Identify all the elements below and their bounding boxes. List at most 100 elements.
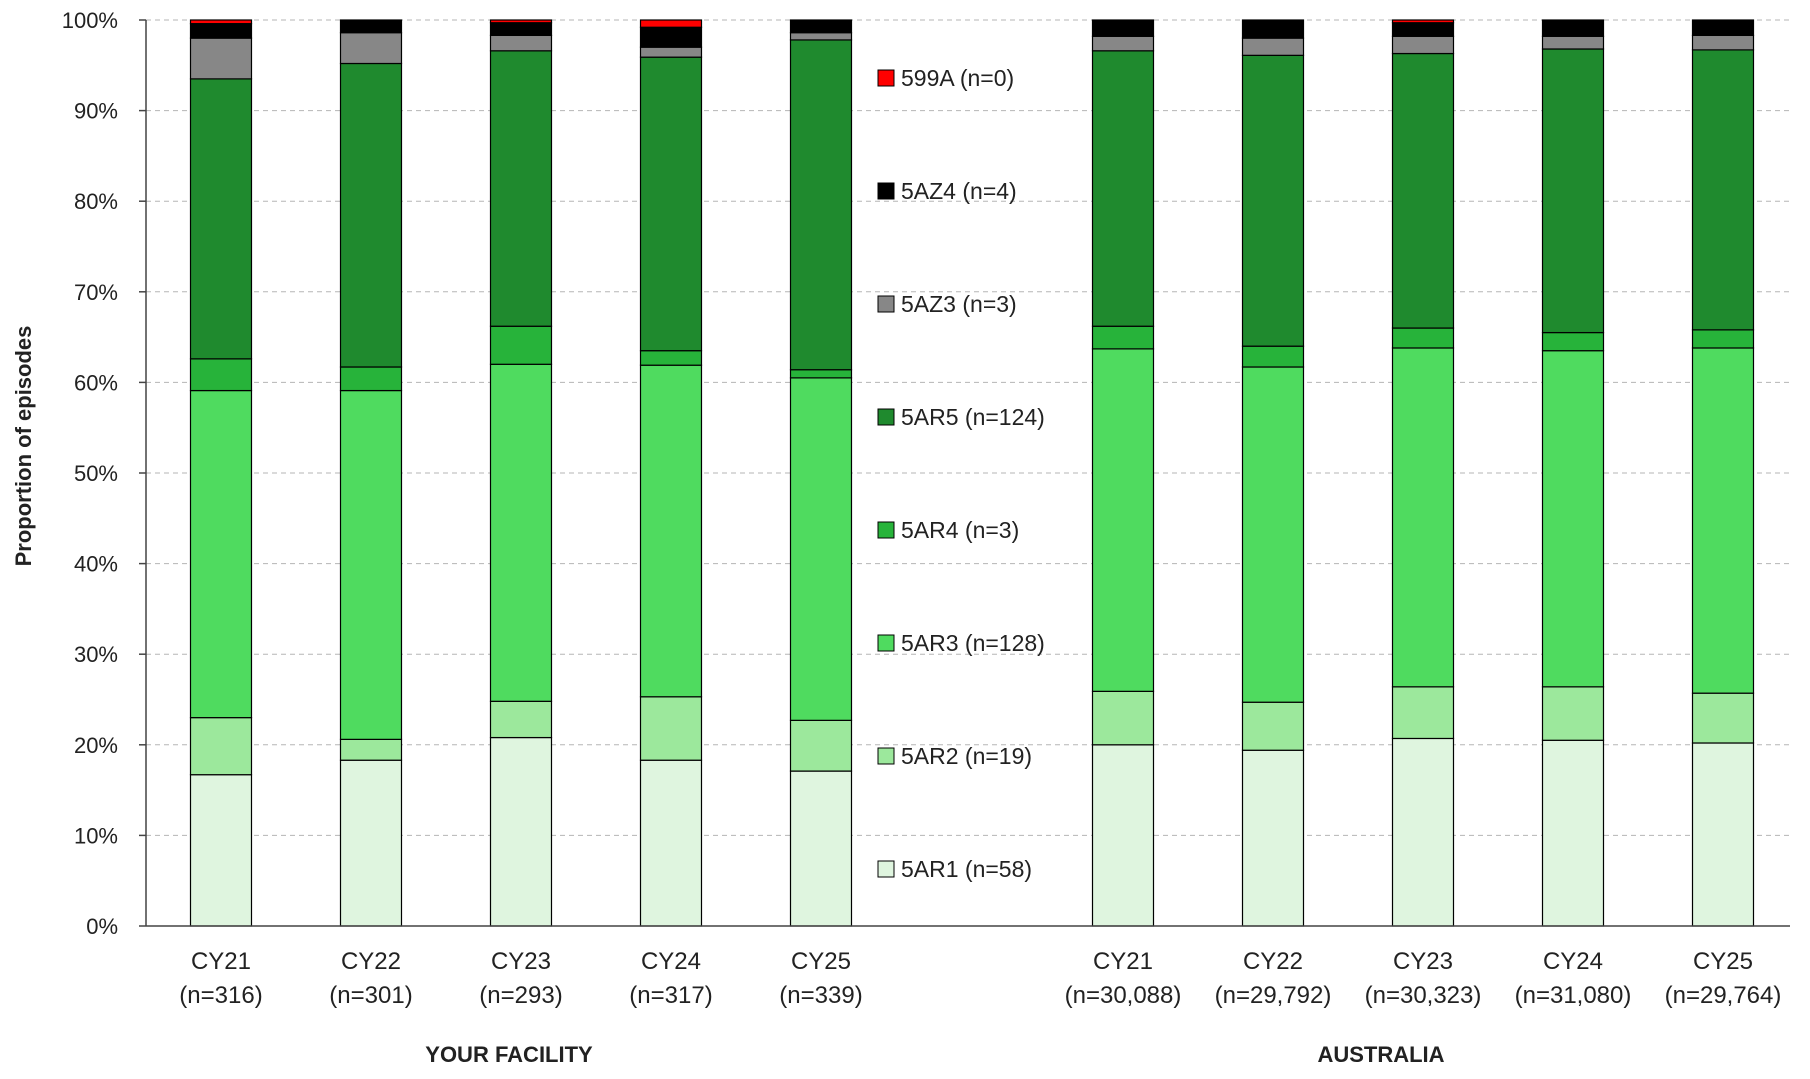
bar-segment-5ar2 (1241, 701, 1305, 751)
x-category-label: CY21 (191, 948, 251, 975)
y-tick-label: 60% (74, 370, 118, 395)
bar-segment-5ar4 (639, 350, 703, 366)
x-category-label: CY23 (491, 948, 551, 975)
bar-segment-5ar3 (1691, 347, 1755, 694)
bar-segment-5ar1 (639, 759, 703, 927)
x-category-label: CY25 (791, 948, 851, 975)
bar-segment-5ar1 (339, 759, 403, 927)
y-tick-label: 80% (74, 189, 118, 214)
bar-segment-5ar2 (189, 717, 253, 776)
bar-segment-5ar4 (789, 369, 853, 379)
y-tick-label: 40% (74, 552, 118, 577)
bar-segment-5ar4 (1091, 325, 1155, 350)
x-category-count: (n=30,323) (1365, 982, 1482, 1009)
bar-segment-5az4 (1541, 19, 1605, 37)
bar-segment-5ar3 (489, 363, 553, 702)
legend-swatch-599a (877, 69, 895, 87)
bar-segment-599a (489, 19, 553, 24)
x-category-count: (n=317) (629, 982, 712, 1009)
x-category-count: (n=339) (779, 982, 862, 1009)
bar-segment-5az3 (1391, 35, 1455, 55)
bar-segment-5az3 (1091, 35, 1155, 52)
x-category-count: (n=316) (179, 982, 262, 1009)
legend-label: 5AR4 (n=3) (901, 517, 1019, 543)
bar-segment-5az3 (1691, 34, 1755, 51)
x-category-label: CY25 (1693, 948, 1753, 975)
bar-segment-5az4 (789, 19, 853, 34)
bar-segment-5ar1 (1391, 737, 1455, 927)
legend-swatch-5ar3 (877, 634, 895, 652)
y-tick-label: 0% (86, 914, 118, 939)
legend-label: 5AR3 (n=128) (901, 630, 1045, 656)
x-category-count: (n=29,764) (1665, 982, 1782, 1009)
x-category-label: CY22 (1243, 948, 1303, 975)
x-category-count: (n=293) (479, 982, 562, 1009)
x-category-label: CY24 (1543, 948, 1603, 975)
bar-segment-5ar5 (489, 50, 553, 327)
y-tick-label: 70% (74, 280, 118, 305)
bar-segment-5ar5 (639, 56, 703, 352)
bar-segment-5ar3 (189, 389, 253, 719)
bar-segment-5az4 (189, 23, 253, 39)
x-category-count: (n=30,088) (1065, 982, 1182, 1009)
legend-swatch-5ar5 (877, 408, 895, 426)
bar-segment-599a (1391, 19, 1455, 24)
bar-segment-5ar2 (639, 696, 703, 761)
bar-segment-5ar3 (1391, 347, 1455, 688)
bar-segment-5az4 (489, 22, 553, 37)
legend-swatch-5ar4 (877, 521, 895, 539)
bar-segment-5ar2 (1691, 692, 1755, 744)
y-tick-label: 50% (74, 461, 118, 486)
bar-segment-5az3 (489, 34, 553, 52)
bar-segment-5az4 (1391, 22, 1455, 37)
bar-segment-5ar5 (1241, 54, 1305, 347)
bar-segment-5ar2 (789, 719, 853, 772)
bar-segment-5ar5 (789, 39, 853, 371)
x-category-label: CY21 (1093, 948, 1153, 975)
bar-segment-5ar2 (1091, 690, 1155, 746)
x-category-count: (n=31,080) (1515, 982, 1632, 1009)
bar-segment-5az3 (339, 32, 403, 65)
y-tick-label: 30% (74, 642, 118, 667)
bar-segment-5az4 (1691, 19, 1755, 37)
bar-segment-5ar3 (639, 364, 703, 698)
bar-segment-5ar1 (1691, 742, 1755, 927)
legend-swatch-5ar2 (877, 747, 895, 765)
legend-label: 5AR2 (n=19) (901, 743, 1032, 769)
bar-segment-5ar1 (1541, 739, 1605, 927)
legend-label: 5AR5 (n=124) (901, 404, 1045, 430)
bar-segment-5ar5 (1391, 52, 1455, 329)
y-axis-title: Proportion of episodes (11, 326, 36, 567)
legend-swatch-5az3 (877, 295, 895, 313)
bar-segment-5ar1 (1241, 749, 1305, 927)
x-group-label: YOUR FACILITY (425, 1042, 593, 1067)
bar-segment-5az3 (1241, 37, 1305, 56)
bar-segment-5az4 (339, 19, 403, 34)
bar-segment-5az3 (789, 32, 853, 41)
legend-swatch-5az4 (877, 182, 895, 200)
bar-layer (189, 19, 1755, 927)
tick-layer: 0% 10% 20% 30% 40% 50% 60% 70% 80% 90% 100% (62, 8, 146, 939)
bar-segment-5ar5 (1541, 48, 1605, 334)
bar-segment-5ar3 (1541, 350, 1605, 688)
y-tick-label: 90% (74, 99, 118, 124)
legend-label: 5AZ3 (n=3) (901, 291, 1017, 317)
bar-segment-5ar5 (339, 62, 403, 368)
bar-segment-5ar4 (1391, 327, 1455, 349)
y-tick-label: 10% (74, 823, 118, 848)
bar-segment-5ar4 (1691, 329, 1755, 349)
bar-segment-5ar1 (789, 770, 853, 927)
bar-segment-599a (189, 19, 253, 25)
x-group-label: AUSTRALIA (1317, 1042, 1444, 1067)
legend-swatch-5ar1 (877, 860, 895, 878)
x-category-label: CY23 (1393, 948, 1453, 975)
bar-segment-5ar1 (489, 736, 553, 927)
bar-segment-5ar3 (339, 389, 403, 740)
bar-segment-5ar4 (189, 358, 253, 392)
bar-segment-5ar1 (1091, 744, 1155, 927)
bar-segment-5ar4 (489, 325, 553, 365)
y-tick-label: 100% (62, 8, 118, 33)
bar-segment-5az3 (1541, 35, 1605, 50)
x-category-label: CY24 (641, 948, 701, 975)
legend-label: 5AR1 (n=58) (901, 856, 1032, 882)
